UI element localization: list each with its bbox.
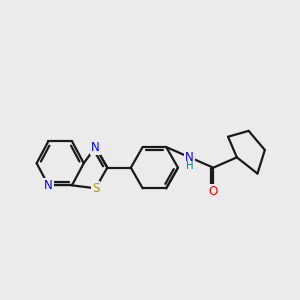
Text: N: N: [185, 151, 194, 164]
Text: N: N: [44, 179, 53, 192]
Text: O: O: [209, 185, 218, 198]
Text: H: H: [186, 161, 194, 171]
Text: S: S: [92, 182, 99, 195]
Text: N: N: [91, 141, 100, 154]
